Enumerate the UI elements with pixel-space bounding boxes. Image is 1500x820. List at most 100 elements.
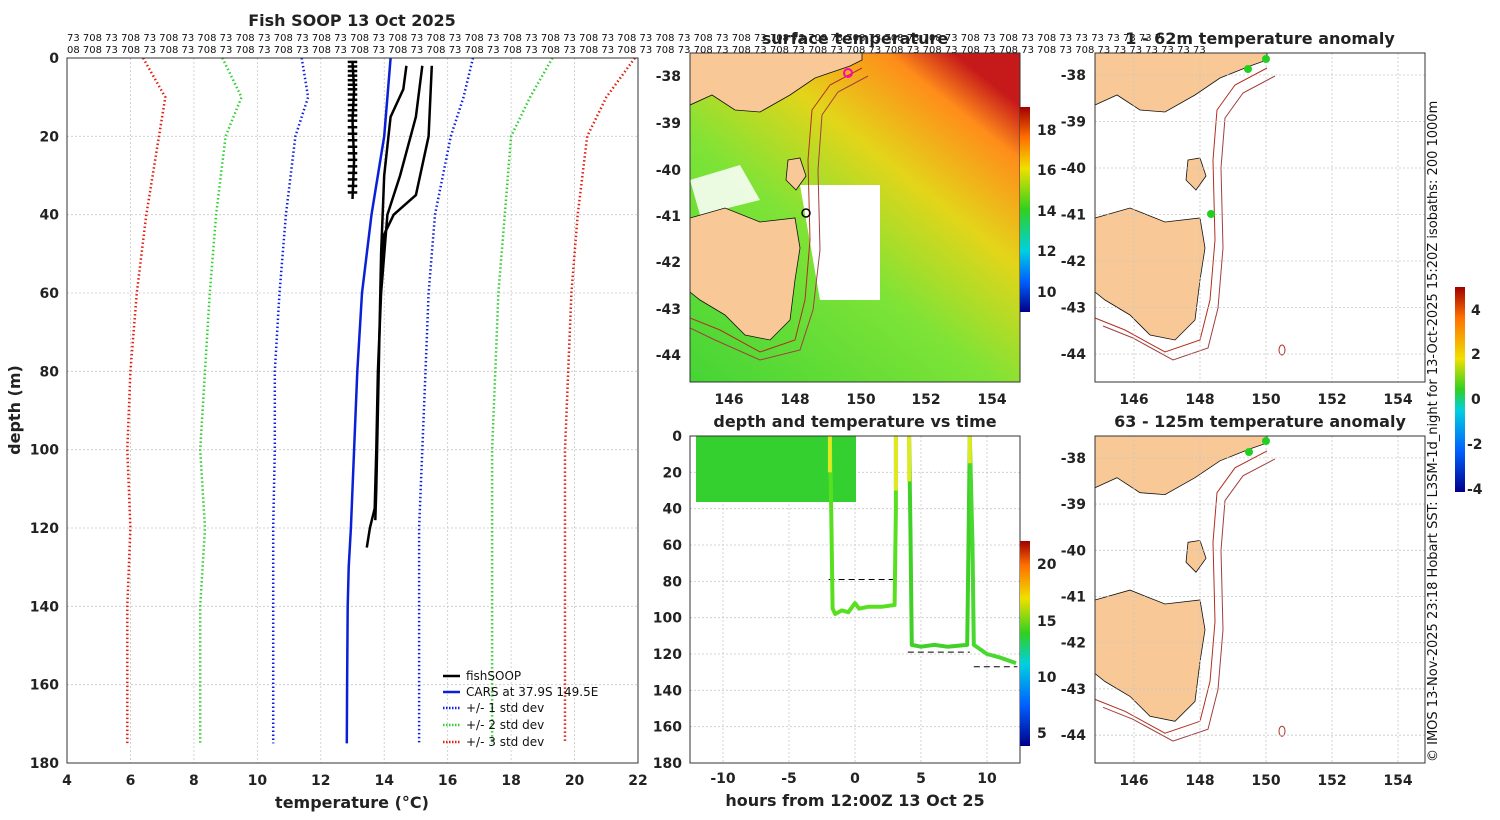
ts-series-2 [907,435,972,649]
land-victoria [1094,52,1268,113]
anom-cbar-tick: 4 [1471,303,1481,319]
anomaly-lon-tick: 146 [1119,392,1148,408]
land-tasmania [1094,589,1206,722]
profile-x-tick-label: 6 [126,773,136,789]
ts-y-tick-label: 20 [663,465,683,481]
profile-series-fishsoop-3 [379,65,434,274]
anomaly-lon-tick: 154 [1383,392,1412,408]
ts-x-tick-label: 10 [977,771,997,787]
time-series-title: depth and temperature vs time [713,412,996,431]
legend-label-std1: +/- 1 std dev [466,701,544,715]
sst-cloud-gap [800,185,880,300]
ts-cbar-tick-10: 10 [1037,670,1057,686]
sst-lat-tick: -39 [656,116,681,132]
anomaly-map-1-title: 1 - 62m temperature anomaly [1125,29,1395,48]
profile-x-tick-label: 4 [62,773,72,789]
anom1-obs-dot [1262,55,1270,63]
land-tasmania [690,207,801,341]
anom2-obs-dot [1245,448,1253,456]
anom-cbar-tick: -2 [1467,437,1483,453]
anomaly-map-1-panel: 1 - 62m temperature anomaly -38 -39 -40 -41… [1061,29,1426,408]
anomaly-lat-tick: -38 [1061,68,1086,84]
anomaly-lat-tick: -39 [1061,497,1086,513]
profile-x-tick-label: 10 [248,773,268,789]
sst-cbar-tick-12: 12 [1037,244,1056,260]
ts-x-tick-label: -5 [781,771,797,787]
ts-cbar-tick-15: 15 [1037,614,1056,630]
sst-cloud-gap-2 [690,165,760,215]
ts-x-tick-label: 5 [916,771,926,787]
sst-lat-tick: -44 [656,348,682,364]
anomaly-map-2-title: 63 - 125m temperature anomaly [1114,412,1406,431]
ts-x-tick-label: 0 [850,771,860,787]
profile-y-tick-label: 80 [40,364,60,380]
isobath-1000 [1102,458,1276,742]
profile-x-tick-label: 20 [565,773,585,789]
isobath-1000 [1102,75,1276,361]
sst-lat-tick: -42 [656,255,681,271]
ts-series-3 [967,435,1017,665]
sst-position-marker [843,68,853,78]
sst-cbar-tick-14: 14 [1037,204,1057,220]
profile-y-tick-label: 140 [30,599,59,615]
profile-title: Fish SOOP 13 Oct 2025 [248,11,456,30]
anomaly-lon-tick: 150 [1251,773,1280,789]
profile-y-tick-label: 60 [40,286,60,302]
ts-colorbar: 20 15 10 5 [1020,541,1057,746]
land-tasmania [1094,207,1206,341]
profile-top-labels-2: 08 708 73 708 73 708 73 708 73 708 73 70… [67,45,1206,56]
ts-y-tick-label: 80 [663,574,683,590]
anomaly-lat-tick: -40 [1061,543,1087,559]
ts-x-tick-label: -10 [710,771,736,787]
sst-map-axis-ticks: -38 -39 -40 -41 -42 -43 -44 146 148 150 … [656,69,1007,408]
sst-lon-tick: 150 [846,392,875,408]
anomaly-colorbar: 4 2 0 -2 -4 [1455,287,1483,498]
anomaly-map-2-panel: 63 - 125m temperature anomaly -38-39-40-… [1061,412,1426,789]
seamount-contour [1278,344,1286,356]
ts-y-tick-label: 40 [663,502,683,518]
sst-station-marker [801,208,811,218]
sst-isobath-200 [690,67,863,353]
anomaly-lat-tick: -41 [1061,208,1086,224]
sst-cbar-tick-18: 18 [1037,123,1056,139]
anomaly-lon-tick: 146 [1119,773,1148,789]
ts-series-1 [827,435,898,616]
profile-series-fishsoop-2 [365,65,424,548]
profile-ticks: 4 6 8 10 12 14 16 18 20 22 0 20 40 60 80 100 120 140 160 18… [30,51,648,789]
sst-lon-tick: 146 [714,392,743,408]
ts-y-tick-label: 140 [653,683,682,699]
anomaly-lat-tick: -39 [1061,115,1086,131]
profile-x-tick-label: 8 [189,773,199,789]
sst-cbar-tick-16: 16 [1037,163,1056,179]
seamount-contour [1278,725,1286,737]
isobath-200 [1094,67,1268,353]
anom2-obs-dot [1262,437,1270,445]
anom-cbar-tick: 2 [1471,347,1481,363]
land-flinders-island [785,157,807,191]
profile-y-tick-label: 160 [30,678,59,694]
profile-legend: fishSOOP CARS at 37.9S 149.5E +/- 1 std … [443,669,598,749]
profile-panel: Fish SOOP 13 Oct 2025 73 708 73 708 73 7… [5,11,1206,812]
ts-colorbar-bar [1020,541,1030,746]
profile-y-tick-label: 40 [40,208,60,224]
anomaly-lat-tick: -44 [1061,728,1087,744]
ts-cbar-tick-5: 5 [1037,726,1047,742]
profile-y-tick-label: 120 [30,521,59,537]
profile-series--1-std-dev [417,57,475,744]
profile-x-tick-label: 22 [628,773,647,789]
sst-colorbar: 18 16 14 12 10 [1020,107,1057,312]
profile-series--3-std-dev [563,57,636,744]
land-victoria [1094,435,1268,496]
sst-map-panel: surface temperature [656,29,1057,408]
anomaly-lat-tick: -44 [1061,347,1087,363]
anomaly-lon-tick: 154 [1383,773,1412,789]
anomaly-lat-tick: -40 [1061,161,1087,177]
profile-series--2-std-dev [490,57,554,744]
ts-y-tick-label: 160 [653,720,682,736]
ts-cbar-tick-20: 20 [1037,557,1057,573]
legend-label-cars: CARS at 37.9S 149.5E [466,685,598,699]
anomaly-map-1-frame [1094,52,1426,383]
profile-ylabel: depth (m) [5,365,24,455]
time-series-panel: depth and temperature vs time -10 -5 0 5 100… [653,412,1057,810]
